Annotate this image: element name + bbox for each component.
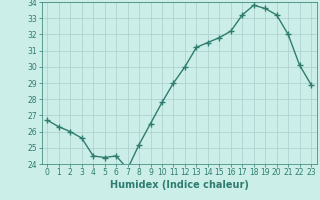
X-axis label: Humidex (Indice chaleur): Humidex (Indice chaleur) [110,180,249,190]
